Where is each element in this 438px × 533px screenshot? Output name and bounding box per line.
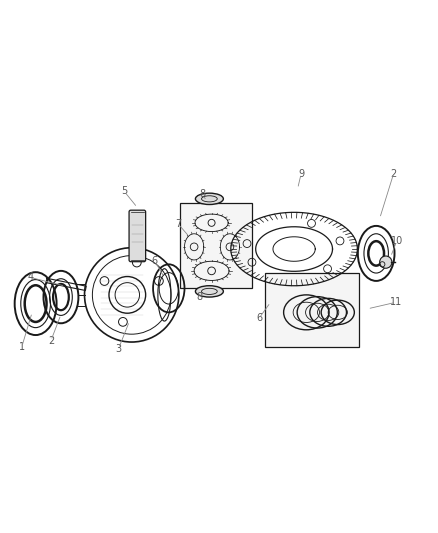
Text: 3: 3	[116, 344, 122, 353]
Text: 9: 9	[298, 169, 304, 179]
FancyBboxPatch shape	[180, 203, 252, 288]
Text: 5: 5	[121, 187, 127, 196]
Text: 8: 8	[196, 292, 202, 302]
FancyBboxPatch shape	[129, 210, 146, 262]
FancyBboxPatch shape	[265, 273, 359, 348]
Text: 11: 11	[390, 297, 402, 308]
Ellipse shape	[195, 286, 223, 297]
Text: 6: 6	[256, 313, 262, 323]
Circle shape	[380, 256, 392, 268]
Text: 7: 7	[175, 219, 181, 229]
Text: 2: 2	[48, 336, 54, 346]
Text: 2: 2	[391, 168, 397, 179]
Text: 10: 10	[391, 236, 403, 246]
Text: 6: 6	[152, 256, 158, 266]
Ellipse shape	[195, 193, 223, 205]
Text: 8: 8	[199, 189, 205, 199]
Text: 1: 1	[18, 342, 25, 352]
Text: 4: 4	[27, 272, 33, 282]
